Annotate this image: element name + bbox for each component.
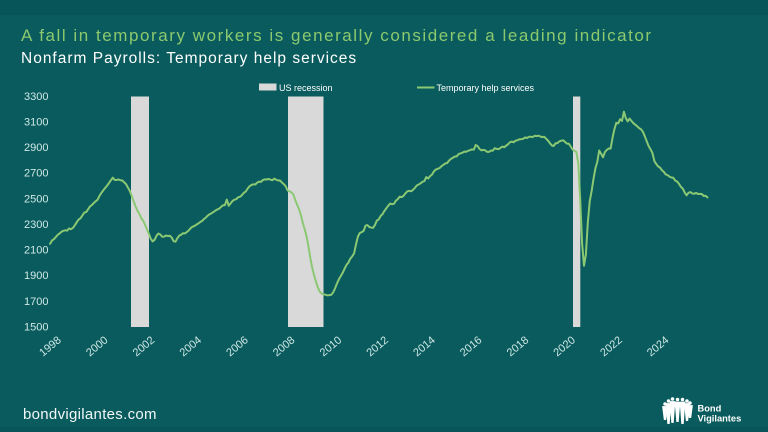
svg-text:1998: 1998 [37,334,63,359]
svg-text:1700: 1700 [24,296,48,308]
svg-text:2002: 2002 [131,334,157,359]
svg-text:2900: 2900 [24,142,48,154]
svg-text:2022: 2022 [598,334,624,359]
svg-text:2000: 2000 [84,334,110,359]
svg-text:Temporary help services: Temporary help services [437,83,535,93]
svg-text:2024: 2024 [645,334,671,359]
svg-text:2018: 2018 [505,334,531,359]
svg-text:US recession: US recession [279,83,333,93]
svg-text:2004: 2004 [178,334,204,359]
svg-text:2014: 2014 [411,334,437,359]
svg-text:2020: 2020 [551,334,577,359]
svg-text:2010: 2010 [318,334,344,359]
svg-text:2008: 2008 [271,334,297,359]
svg-text:2500: 2500 [24,193,48,205]
svg-text:3300: 3300 [24,91,48,103]
svg-text:2006: 2006 [224,334,250,359]
svg-text:Bond: Bond [698,404,722,414]
svg-text:2300: 2300 [24,219,48,231]
svg-text:2012: 2012 [364,334,390,359]
svg-text:2100: 2100 [24,245,48,257]
svg-text:1900: 1900 [24,270,48,282]
svg-text:2700: 2700 [24,168,48,180]
svg-text:2016: 2016 [458,334,484,359]
svg-text:1500: 1500 [24,321,48,333]
svg-text:3100: 3100 [24,117,48,129]
svg-text:Vigilantes: Vigilantes [698,414,742,424]
